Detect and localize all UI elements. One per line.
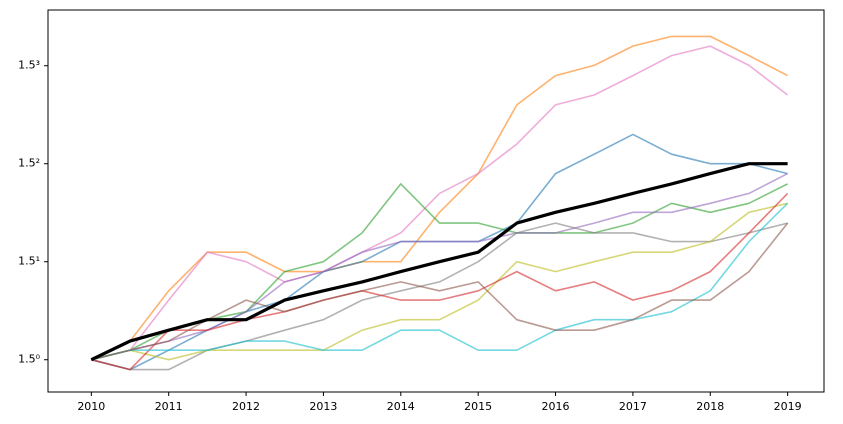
plot-frame [47,9,825,393]
series-line [91,45,789,361]
y-tick-label: 1.5³ [18,59,40,72]
x-tick-label: 2016 [542,400,570,413]
y-tick-label: 1.5² [18,157,40,170]
series-line [91,222,789,361]
series-line [91,202,789,361]
series-line [91,192,789,371]
series-line [91,133,788,371]
series-line [90,35,788,361]
x-tick-label: 2013 [309,400,337,413]
x-tick-label: 2011 [155,400,183,413]
y-tick-label: 1.5⁰ [18,353,40,366]
y-tick-label: 1.5¹ [18,255,40,268]
series-line [91,222,788,371]
x-tick-label: 2019 [774,400,802,413]
x-tick-label: 2018 [696,400,724,413]
x-tick-label: 2012 [232,400,260,413]
x-tick-label: 2017 [619,400,647,413]
x-tick-label: 2015 [464,400,492,413]
x-tick-label: 2010 [77,400,105,413]
x-tick-label: 2014 [387,400,415,413]
mean-line [90,162,788,362]
